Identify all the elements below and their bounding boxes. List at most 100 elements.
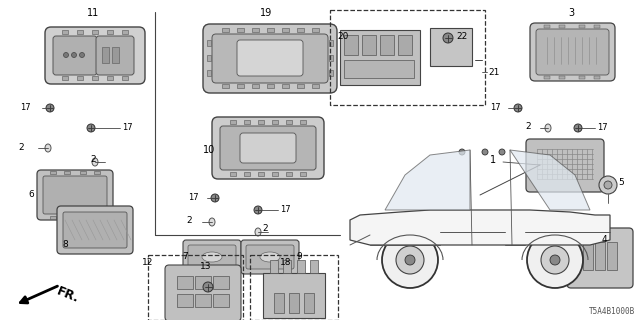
Circle shape xyxy=(72,52,77,58)
Bar xyxy=(310,260,318,273)
Bar xyxy=(64,171,70,174)
FancyBboxPatch shape xyxy=(567,228,633,288)
Circle shape xyxy=(599,176,617,194)
Text: 9: 9 xyxy=(296,252,301,261)
FancyBboxPatch shape xyxy=(53,36,97,75)
Bar xyxy=(62,76,68,80)
Bar xyxy=(583,242,593,270)
Bar xyxy=(282,84,289,88)
Text: 6: 6 xyxy=(28,190,34,199)
Text: 17: 17 xyxy=(597,123,607,132)
FancyBboxPatch shape xyxy=(165,265,241,320)
Text: 20: 20 xyxy=(337,32,348,41)
Circle shape xyxy=(405,255,415,265)
Text: 17: 17 xyxy=(280,205,291,214)
Ellipse shape xyxy=(92,158,98,166)
Bar xyxy=(398,35,412,55)
Circle shape xyxy=(550,255,560,265)
Text: 10: 10 xyxy=(203,145,215,155)
Circle shape xyxy=(254,206,262,214)
Circle shape xyxy=(604,181,612,189)
Circle shape xyxy=(203,282,213,292)
Bar xyxy=(282,28,289,32)
Bar xyxy=(207,40,211,46)
Bar xyxy=(195,276,211,289)
Bar xyxy=(300,120,306,124)
FancyBboxPatch shape xyxy=(237,40,303,76)
Bar xyxy=(344,35,358,55)
Text: T5A4B1000B: T5A4B1000B xyxy=(589,307,635,316)
Bar xyxy=(258,172,264,176)
Bar xyxy=(329,40,333,46)
Bar xyxy=(297,260,305,273)
Bar xyxy=(122,30,128,34)
Circle shape xyxy=(87,124,95,132)
Bar xyxy=(177,294,193,307)
Bar xyxy=(283,260,291,273)
Bar xyxy=(252,28,259,32)
FancyBboxPatch shape xyxy=(240,133,296,163)
Circle shape xyxy=(574,124,582,132)
Bar xyxy=(329,55,333,61)
Circle shape xyxy=(63,52,68,58)
Bar xyxy=(544,76,550,79)
Ellipse shape xyxy=(202,252,222,262)
Text: 2: 2 xyxy=(90,155,95,164)
Bar xyxy=(237,84,243,88)
Bar xyxy=(195,294,211,307)
Circle shape xyxy=(79,52,84,58)
Text: 2: 2 xyxy=(262,224,268,233)
Text: 2: 2 xyxy=(525,122,531,131)
Bar xyxy=(344,60,414,78)
Bar xyxy=(340,30,420,85)
Circle shape xyxy=(527,232,583,288)
Bar xyxy=(544,25,550,28)
Bar xyxy=(237,28,243,32)
Bar xyxy=(266,84,273,88)
Bar xyxy=(50,216,56,219)
FancyBboxPatch shape xyxy=(63,212,127,248)
Bar xyxy=(177,276,193,289)
Bar xyxy=(270,260,278,273)
Bar xyxy=(272,120,278,124)
Bar xyxy=(263,273,325,318)
Text: 5: 5 xyxy=(618,178,624,187)
Bar xyxy=(94,216,100,219)
Polygon shape xyxy=(350,210,610,245)
FancyBboxPatch shape xyxy=(43,176,107,214)
FancyBboxPatch shape xyxy=(37,170,113,220)
Bar xyxy=(122,76,128,80)
Bar xyxy=(244,172,250,176)
Text: FR.: FR. xyxy=(55,285,81,305)
Bar xyxy=(250,255,338,320)
Bar xyxy=(92,30,98,34)
Bar xyxy=(380,35,394,55)
Bar xyxy=(50,171,56,174)
Bar xyxy=(213,276,229,289)
Bar xyxy=(102,47,109,63)
Circle shape xyxy=(514,104,522,112)
FancyBboxPatch shape xyxy=(591,216,608,228)
Bar xyxy=(304,293,314,313)
Bar xyxy=(594,76,600,79)
Text: 7: 7 xyxy=(182,252,188,261)
Bar xyxy=(289,293,299,313)
Circle shape xyxy=(46,104,54,112)
Bar xyxy=(252,84,259,88)
Bar xyxy=(244,120,250,124)
FancyBboxPatch shape xyxy=(241,240,299,274)
Bar xyxy=(62,30,68,34)
Ellipse shape xyxy=(260,252,280,262)
FancyBboxPatch shape xyxy=(57,206,133,254)
Bar xyxy=(559,25,565,28)
Text: 3: 3 xyxy=(568,8,574,18)
Text: 17: 17 xyxy=(122,123,132,132)
FancyBboxPatch shape xyxy=(212,117,324,179)
Bar xyxy=(80,171,86,174)
FancyBboxPatch shape xyxy=(212,34,328,83)
FancyBboxPatch shape xyxy=(526,139,604,192)
Bar xyxy=(362,35,376,55)
Bar xyxy=(213,294,229,307)
Circle shape xyxy=(499,149,505,155)
Polygon shape xyxy=(385,150,470,210)
